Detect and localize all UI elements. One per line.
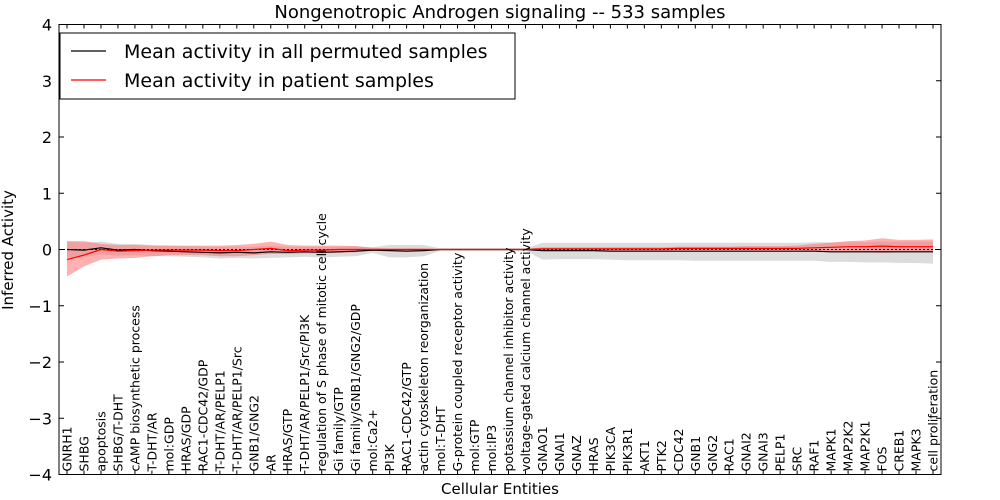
x-tick-label: mol:Ca2+ [365, 409, 380, 471]
x-tick-label: RAC1-CDC42/GDP [195, 359, 210, 471]
x-tick-label: G-protein coupled receptor activity [450, 252, 465, 471]
x-tick-label: SHBG/T-DHT [110, 394, 125, 472]
x-tick-label: MAPK1 [824, 428, 839, 471]
x-tick-label: mol:GDP [161, 417, 176, 472]
x-tick-label: GNAI1 [552, 432, 567, 471]
series-line-patient [66, 245, 933, 261]
x-tick-label: SHBG [77, 436, 92, 471]
y-tick-label: −2 [28, 353, 52, 372]
x-tick-label: HRAS/GTP [280, 408, 295, 471]
x-tick-label: RAF1 [807, 440, 822, 472]
x-axis-label: Cellular Entities [441, 480, 559, 498]
y-tick-label: 4 [42, 16, 52, 35]
x-tick-label: PIK3R1 [620, 427, 635, 471]
x-tick-label: PI3K [382, 443, 397, 471]
x-tick-label: PIK3CA [603, 426, 618, 471]
y-axis-ticks: −4 −3 −2 −1 0 1 2 3 4 [28, 16, 941, 485]
x-tick-label: GNAZ [569, 435, 584, 471]
x-tick-label: GNAI2 [739, 432, 754, 471]
x-tick-label: apoptosis [94, 411, 109, 471]
x-tick-label: PELP1 [773, 434, 788, 472]
x-tick-label: Gi family/GTP [331, 387, 346, 472]
x-tick-label: regulation of S phase of mitotic cell cy… [314, 213, 329, 472]
x-tick-label: voltage-gated calcium channel activity [518, 228, 533, 472]
y-tick-label: 0 [42, 241, 52, 260]
legend-label-patient: Mean activity in patient samples [124, 70, 434, 92]
x-axis-ticks: GNRH1 SHBG apoptosis SHBG/T-DHT cAMP biosynt… [60, 24, 941, 475]
x-tick-label: GNRH1 [60, 426, 75, 471]
y-tick-label: 2 [42, 128, 52, 147]
x-tick-label: AKT1 [637, 440, 652, 471]
x-tick-label: CDC42 [671, 429, 686, 472]
x-tick-label: HRAS/GDP [178, 406, 193, 472]
x-tick-label: MAP2K2 [841, 421, 856, 472]
x-tick-label: HRAS [586, 437, 601, 471]
legend-box [59, 32, 516, 100]
x-tick-label: cell proliferation [926, 370, 941, 472]
x-tick-label: CREB1 [892, 430, 907, 472]
x-tick-label: AR [263, 454, 278, 472]
x-tick-label: RAC1-CDC42/GTP [399, 362, 414, 472]
x-tick-label: actin cytoskeleton reorganization [416, 263, 431, 472]
x-tick-label: PTK2 [654, 440, 669, 471]
y-tick-label: 3 [42, 72, 52, 91]
x-tick-label: GNB1 [688, 436, 703, 472]
x-tick-label: mol:T-DHT [433, 406, 448, 472]
x-tick-label: T-DHT/AR/PELP1/Src [229, 346, 244, 472]
x-tick-label: Gi family/GNB1/GNG2/GDP [348, 304, 363, 472]
x-tick-label: GNAI3 [756, 432, 771, 471]
series-lines [66, 245, 933, 261]
y-tick-label: −4 [28, 466, 52, 485]
x-tick-label: MAPK3 [909, 428, 924, 471]
x-tick-label: potassium channel inhibitor activity [501, 247, 516, 472]
x-tick-label: RAC1 [722, 438, 737, 471]
x-tick-label: T-DHT/AR [144, 412, 159, 472]
y-tick-label: −3 [28, 409, 52, 428]
x-tick-label: FOS [875, 446, 890, 471]
y-tick-label: 1 [42, 184, 52, 203]
x-tick-label: mol:IP3 [484, 425, 499, 472]
x-tick-label: GNG2 [705, 435, 720, 472]
x-tick-label: mol:GTP [467, 419, 482, 471]
x-tick-label: MAP2K1 [858, 421, 873, 472]
x-tick-label: SRC [790, 447, 805, 472]
legend-label-permuted: Mean activity in all permuted samples [124, 41, 487, 63]
x-tick-label: cAMP biosynthetic process [127, 305, 142, 471]
x-tick-label: T-DHT/AR/PELP1 [212, 370, 227, 472]
chart-title: Nongenotropic Androgen signaling -- 533 … [274, 2, 725, 23]
y-axis-label: Inferred Activity [0, 190, 17, 310]
x-tick-label: GNB1/GNG2 [246, 395, 261, 471]
legend: Mean activity in all permuted samples Me… [59, 32, 516, 100]
y-tick-label: −1 [28, 297, 52, 316]
x-tick-label: GNAO1 [535, 426, 550, 471]
x-tick-label: T-DHT/AR/PELP1/Src/PI3K [297, 314, 312, 472]
